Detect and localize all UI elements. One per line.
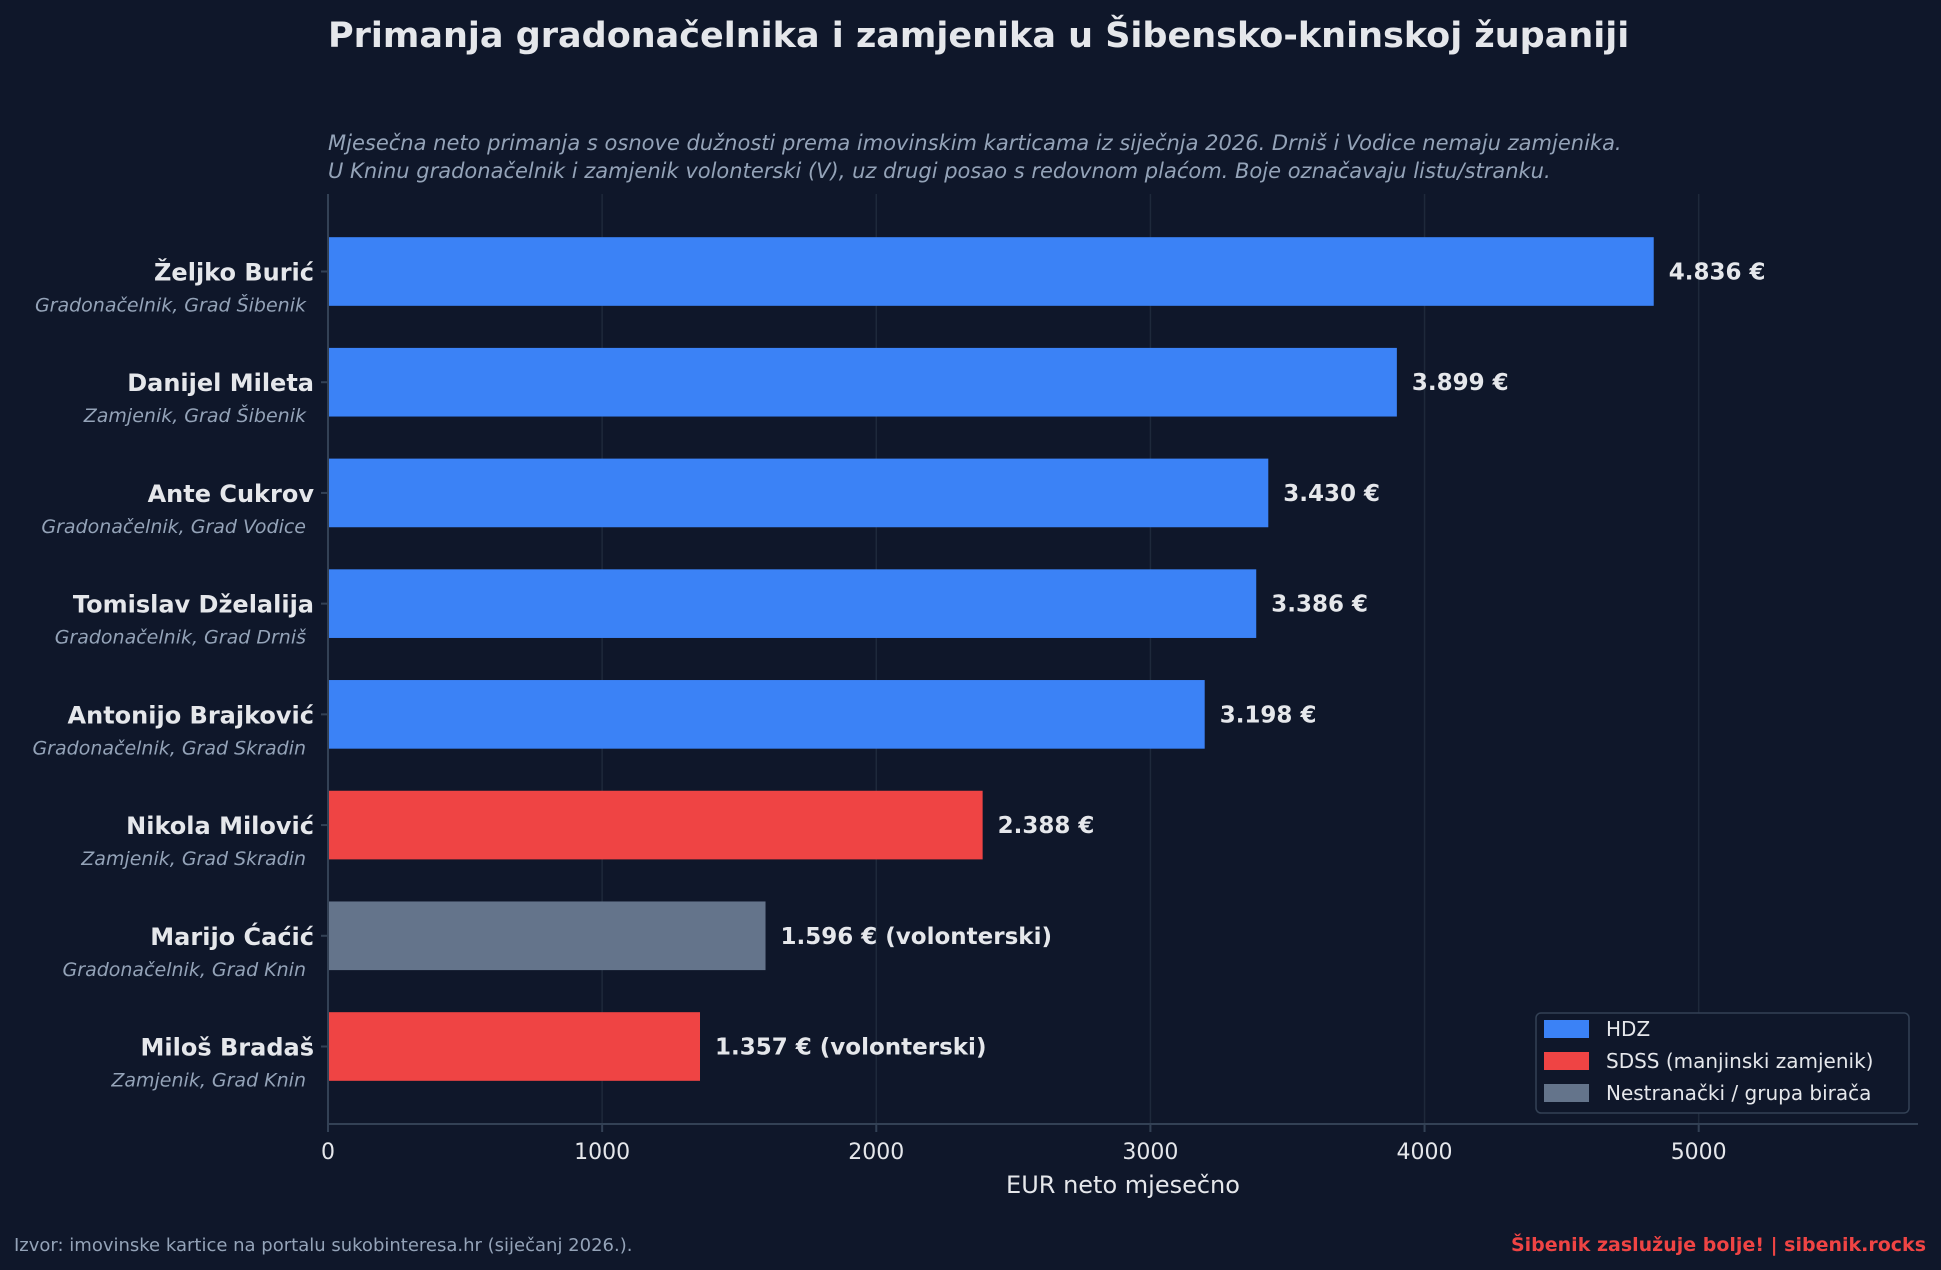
legend-swatch (1544, 1020, 1589, 1038)
bar (329, 680, 1205, 749)
footer-brand: Šibenik zaslužuje bolje! | sibenik.rocks (1511, 1232, 1926, 1256)
bar-value-label: 2.388 € (998, 813, 1095, 839)
bar (329, 901, 766, 971)
axes-group (327, 194, 1918, 1125)
legend-swatch (1544, 1084, 1589, 1102)
y-tick-label-role: Gradonačelnik, Grad Knin (63, 959, 306, 981)
y-tick-label-name: Miloš Bradaš (141, 1034, 314, 1062)
legend-box (1535, 1012, 1910, 1114)
bar (329, 458, 1269, 528)
y-tick-label-role: Gradonačelnik, Grad Šibenik (35, 293, 307, 317)
y-tick-label-name: Danijel Mileta (127, 369, 314, 397)
bar (329, 237, 1654, 306)
bar (329, 569, 1257, 638)
bars-group: 4.836 € Željko Burić Gradonačelnik, Grad Š… (32, 237, 1766, 1092)
y-tick-label-role: Gradonačelnik, Grad Vodice (41, 516, 306, 538)
bar-value-label: 4.836 € (1669, 260, 1766, 286)
bar (329, 347, 1397, 417)
grid-lines (327, 194, 1700, 1124)
y-tick-label-role: Zamjenik, Grad Knin (110, 1070, 306, 1092)
y-tick-label-role: Gradonačelnik, Grad Drniš (55, 627, 306, 649)
bar (329, 1012, 701, 1081)
legend-label: SDSS (manjinski zamjenik) (1606, 1049, 1873, 1073)
x-tick-label: 2000 (848, 1140, 904, 1165)
bar-value-label: 3.386 € (1271, 592, 1368, 618)
x-tick-label: 3000 (1122, 1140, 1178, 1165)
y-tick-label-name: Nikola Milović (126, 812, 314, 840)
bar-value-label: 1.596 € (volonterski) (781, 924, 1052, 950)
bar-value-label: 3.198 € (1220, 702, 1317, 728)
bar-value-label: 1.357 € (volonterski) (715, 1035, 986, 1061)
bar-value-label: 3.899 € (1412, 370, 1509, 396)
bar (329, 790, 983, 860)
bar-value-label: 3.430 € (1283, 481, 1380, 507)
chart-subtitle-line-1: Mjesečna neto primanja s osnove dužnosti… (328, 131, 1622, 155)
y-tick-label-role: Zamjenik, Grad Šibenik (83, 403, 307, 427)
legend-swatch (1544, 1052, 1589, 1070)
x-tick-label: 5000 (1671, 1140, 1727, 1165)
legend-label: Nestranački / grupa birača (1606, 1081, 1871, 1105)
y-tick-label-role: Zamjenik, Grad Skradin (80, 848, 306, 870)
y-tick-label-name: Ante Cukrov (148, 480, 315, 508)
footer-source: Izvor: imovinske kartice na portalu suko… (14, 1235, 632, 1256)
chart-title: Primanja gradonačelnika i zamjenika u Ši… (328, 14, 1629, 56)
y-tick-label-name: Marijo Ćaćić (150, 921, 314, 951)
x-tick-label: 1000 (574, 1140, 630, 1165)
x-axis-label: EUR neto mjesečno (1006, 1171, 1240, 1199)
y-tick-label-name: Antonijo Brajković (68, 701, 314, 729)
legend-label: HDZ (1606, 1017, 1650, 1041)
y-tick-label-role: Gradonačelnik, Grad Skradin (32, 737, 306, 759)
chart-subtitle-line-2: U Kninu gradonačelnik i zamjenik volonte… (328, 159, 1551, 183)
x-ticks-group: 0 1000 2000 3000 4000 5000 (321, 1124, 1727, 1165)
legend: HDZ SDSS (manjinski zamjenik) Nestranački … (1535, 1012, 1910, 1114)
x-tick-label: 0 (321, 1140, 335, 1165)
y-tick-label-name: Tomislav Dželalija (73, 591, 314, 619)
x-tick-label: 4000 (1397, 1140, 1453, 1165)
y-tick-label-name: Željko Burić (154, 258, 314, 287)
